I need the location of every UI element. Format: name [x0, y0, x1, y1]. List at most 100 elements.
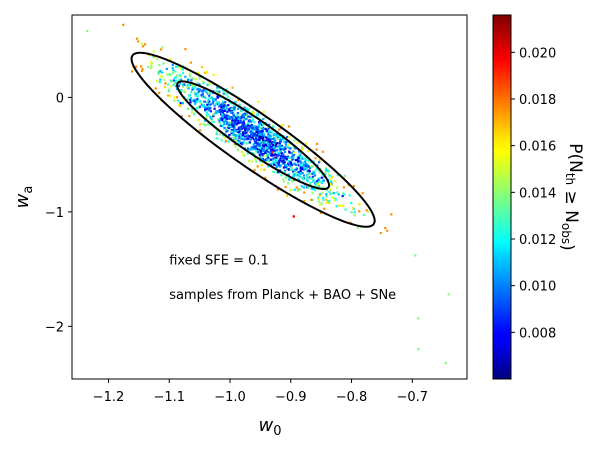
sample-point [304, 157, 307, 160]
sample-point [265, 146, 268, 149]
sample-point [258, 135, 261, 138]
sample-point [168, 73, 171, 76]
sample-point [223, 106, 226, 110]
sample-point [314, 184, 317, 187]
colorbar-tick-label: 0.010 [519, 280, 556, 295]
sample-point [302, 186, 306, 189]
sample-point [297, 164, 301, 167]
sample-point [174, 76, 177, 79]
sample-point [212, 99, 215, 102]
sample-point [288, 177, 291, 180]
sample-point [285, 158, 288, 161]
sample-point [248, 135, 251, 138]
sample-point [312, 170, 315, 173]
sample-point [270, 131, 273, 134]
sample-point [275, 149, 278, 152]
sample-point [278, 140, 282, 144]
sample-point [289, 188, 292, 192]
sample-point [232, 113, 235, 116]
colorbar-label: P(Nth ≥ Nobs) [557, 143, 585, 251]
sample-point [264, 116, 267, 119]
sample-point [261, 130, 264, 133]
sample-point [196, 88, 199, 91]
sample-point [210, 117, 213, 120]
sample-point [190, 108, 194, 111]
sample-point [165, 67, 168, 71]
sample-point [218, 109, 221, 112]
sample-point [282, 161, 285, 164]
sample-point [251, 110, 255, 113]
sample-point [307, 159, 310, 163]
sample-point [294, 163, 297, 166]
sample-point [216, 137, 219, 140]
sample-point [248, 119, 252, 122]
sample-point [256, 142, 260, 145]
sample-point [336, 191, 339, 194]
sample-point [219, 110, 222, 113]
sample-point [299, 167, 302, 170]
sample-point [266, 134, 270, 138]
sample-point [253, 148, 256, 151]
sample-point [279, 164, 283, 167]
colorbar-tick-label: 0.020 [519, 46, 556, 61]
sample-point [251, 146, 254, 150]
sample-point [267, 133, 270, 136]
sample-point [229, 102, 233, 105]
sample-point [287, 144, 290, 147]
sample-point [234, 115, 237, 119]
sample-point [264, 127, 267, 130]
sample-point [390, 213, 393, 216]
sample-point [223, 127, 226, 130]
sample-point [208, 107, 211, 110]
sample-point [279, 143, 282, 147]
colorbar-tick-label: 0.016 [519, 140, 556, 155]
sample-point [272, 132, 275, 136]
sample-point [241, 127, 244, 130]
sample-point [266, 154, 270, 157]
sample-point [255, 160, 258, 163]
sample-point [275, 133, 278, 136]
sample-point [280, 144, 283, 148]
sample-point [260, 168, 263, 171]
sample-point [275, 135, 278, 138]
sample-point [285, 164, 288, 167]
sample-point [268, 151, 271, 154]
sample-point [318, 161, 321, 164]
sample-point [312, 177, 315, 180]
sample-point [264, 160, 268, 163]
sample-point [208, 82, 211, 86]
sample-point [279, 157, 282, 160]
sample-point [277, 163, 280, 166]
sample-point [262, 134, 265, 137]
sample-point [235, 118, 238, 121]
sample-point [317, 197, 320, 201]
sample-point [303, 191, 306, 194]
sample-point [317, 196, 320, 199]
sample-point [181, 68, 184, 71]
sample-point [305, 177, 308, 180]
sample-point [234, 130, 237, 133]
sample-point [320, 202, 323, 205]
sample-point [243, 106, 246, 109]
sample-point [272, 170, 275, 173]
sample-point [167, 90, 170, 93]
sample-point [242, 119, 245, 122]
sample-point [307, 150, 310, 153]
sample-point [220, 139, 223, 142]
points-layer [86, 23, 450, 365]
sample-point [219, 104, 223, 107]
sample-point [268, 129, 271, 132]
sample-point [272, 157, 275, 160]
sample-point [318, 203, 321, 206]
sample-point [311, 192, 314, 195]
sample-point [274, 163, 277, 166]
sample-point [161, 71, 164, 74]
sample-point [325, 166, 328, 170]
sample-point [302, 174, 306, 177]
sample-point [140, 69, 144, 73]
sample-point [318, 159, 321, 162]
sample-point [162, 62, 165, 65]
sample-point [306, 186, 310, 189]
sample-point [192, 87, 195, 91]
sample-point [130, 70, 134, 73]
